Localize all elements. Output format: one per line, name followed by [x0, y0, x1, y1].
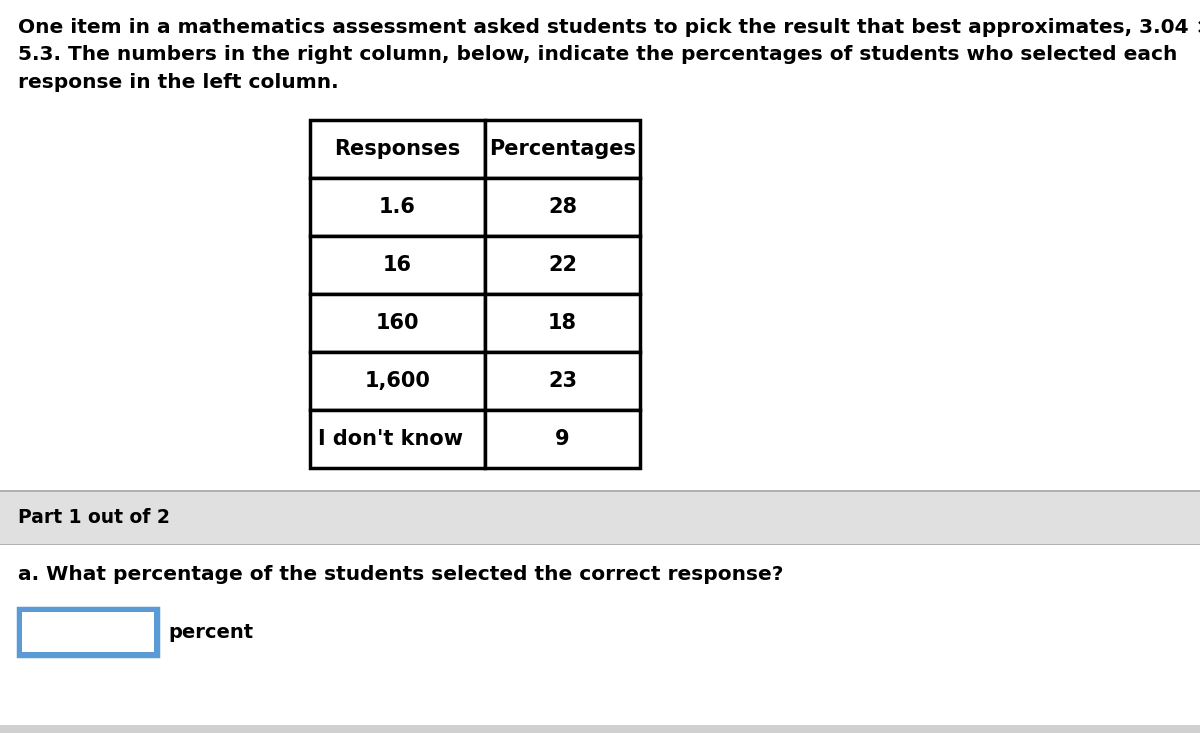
Text: Part 1 out of 2: Part 1 out of 2 [18, 508, 170, 527]
Bar [0, 492, 1200, 543]
Bar [485, 120, 640, 178]
Bar [0, 725, 1200, 733]
Bar [22, 612, 154, 652]
Bar [485, 410, 640, 468]
Text: 9: 9 [556, 429, 570, 449]
Bar [310, 236, 485, 294]
Text: 28: 28 [548, 197, 577, 217]
Text: 1.6: 1.6 [379, 197, 416, 217]
Text: I don't know: I don't know [318, 429, 463, 449]
Text: 22: 22 [548, 255, 577, 275]
Bar [310, 410, 485, 468]
Text: 18: 18 [548, 313, 577, 333]
Bar [0, 490, 1200, 492]
Text: a. What percentage of the students selected the correct response?: a. What percentage of the students selec… [18, 565, 784, 584]
Bar [485, 352, 640, 410]
Bar [310, 352, 485, 410]
Text: 160: 160 [376, 313, 419, 333]
Bar [0, 543, 1200, 545]
Bar [18, 608, 158, 656]
Bar [485, 178, 640, 236]
Text: 16: 16 [383, 255, 412, 275]
Bar [18, 608, 158, 656]
Text: Responses: Responses [335, 139, 461, 159]
Text: percent: percent [168, 622, 253, 641]
Text: 1,600: 1,600 [365, 371, 431, 391]
Bar [310, 178, 485, 236]
Bar [485, 294, 640, 352]
Text: Percentages: Percentages [490, 139, 636, 159]
Text: One item in a mathematics assessment asked students to pick the result that best: One item in a mathematics assessment ask… [18, 18, 1200, 92]
Text: 23: 23 [548, 371, 577, 391]
Bar [310, 294, 485, 352]
Bar [485, 236, 640, 294]
Bar [310, 120, 485, 178]
